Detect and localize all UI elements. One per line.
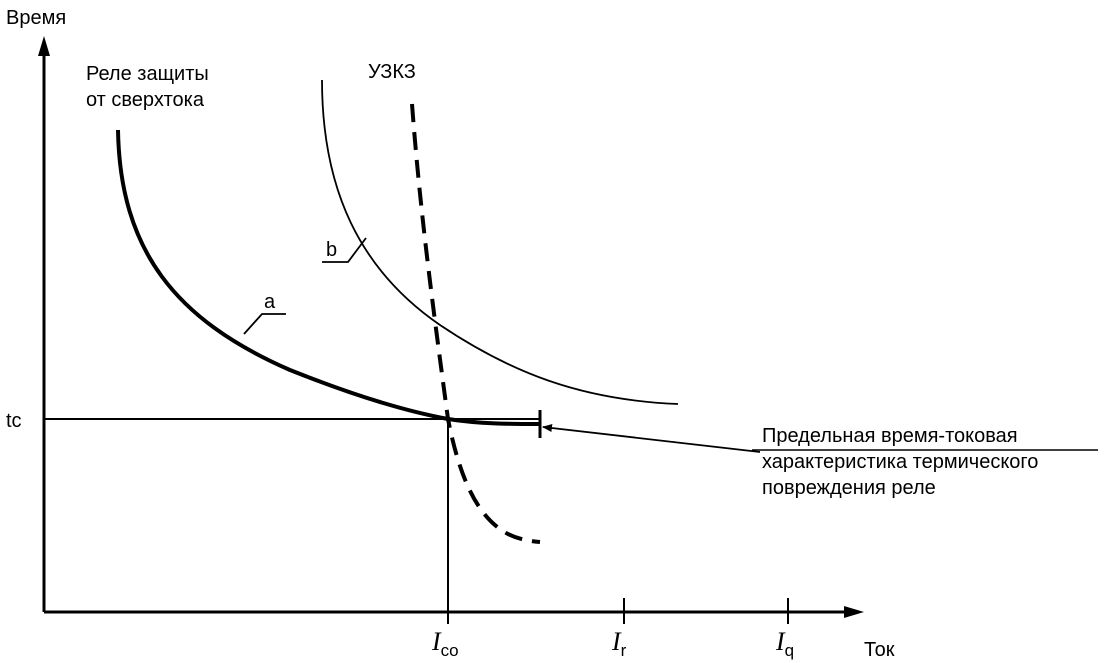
curve-a-leader <box>243 313 286 335</box>
curve-b-leader <box>322 237 367 263</box>
limit-arrow <box>542 424 761 453</box>
limit-label-line2: характеристика термического <box>762 451 1038 473</box>
curve-a-tag: a <box>264 291 276 313</box>
curve-b <box>321 79 679 405</box>
x-axis-arrow-icon <box>844 606 864 618</box>
curve-b-tag: b <box>326 239 337 261</box>
y-axis-label: Время <box>6 7 66 29</box>
limit-label-line1: Предельная время-токовая <box>762 425 1018 447</box>
fuse-curve-label: УЗКЗ <box>368 61 416 83</box>
tick-label-ico: Ico <box>431 627 459 660</box>
relay-curve-label: Реле защиты <box>86 63 209 85</box>
relay-curve-a <box>116 129 541 426</box>
y-axis-arrow-icon <box>38 36 50 56</box>
tc-label: tc <box>6 410 22 432</box>
tick-label-ir: Ir <box>611 627 627 660</box>
relay-curve-label-line2: от сверхтока <box>86 89 205 111</box>
fuse-curve-dashed <box>410 103 541 544</box>
limit-label-line3: повреждения реле <box>762 477 936 499</box>
tick-label-iq: Iq <box>775 627 794 660</box>
x-axis-label: Ток <box>864 639 895 661</box>
